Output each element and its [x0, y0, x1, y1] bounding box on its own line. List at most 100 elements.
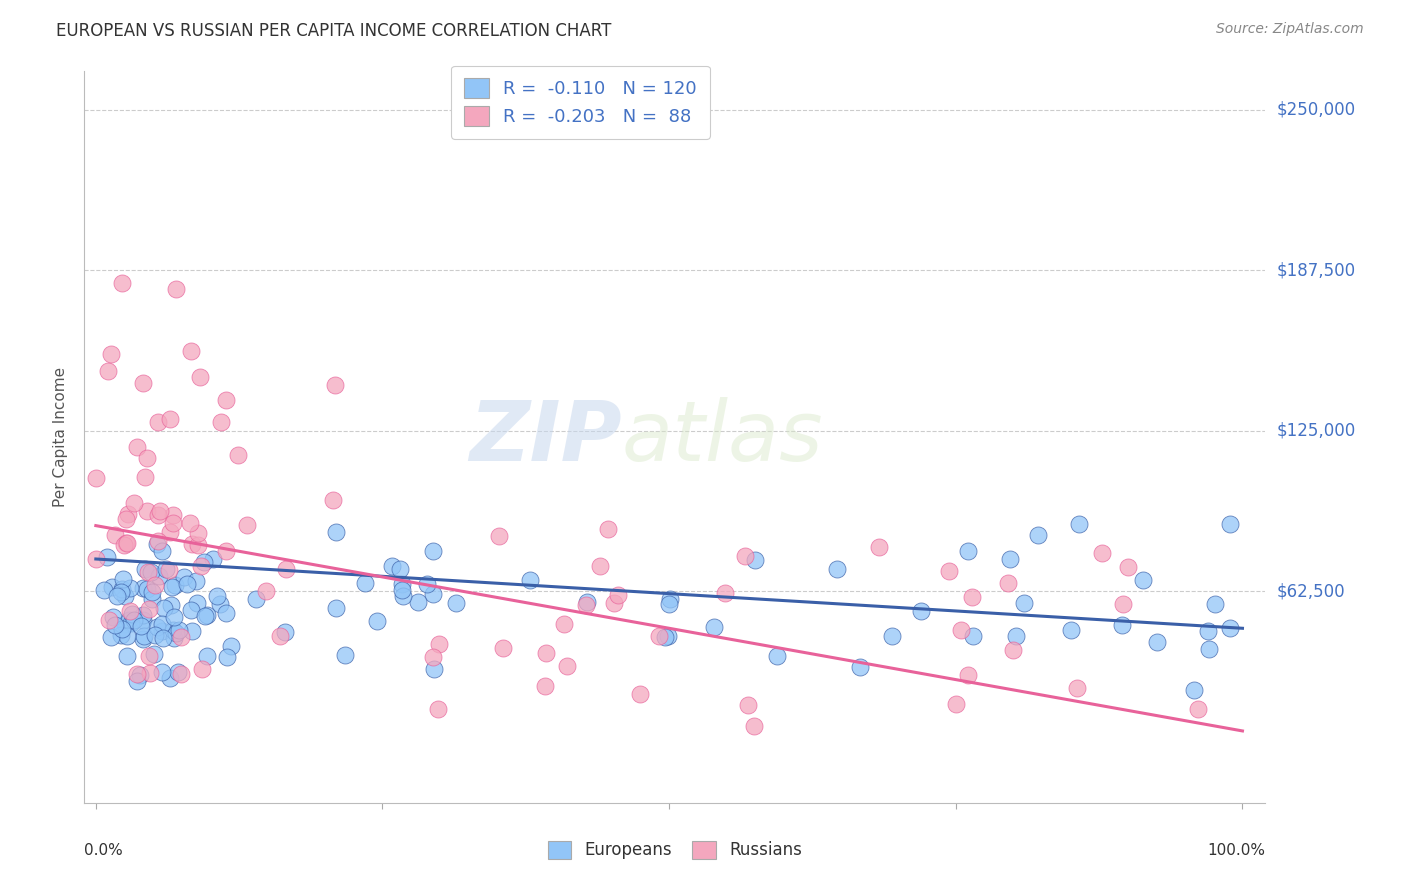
Point — [202, 552, 225, 566]
Point — [366, 614, 388, 628]
Point — [143, 577, 166, 591]
Point — [107, 589, 129, 603]
Point — [141, 592, 163, 607]
Point — [150, 665, 173, 679]
Point — [215, 543, 238, 558]
Point — [1132, 574, 1154, 588]
Point — [335, 648, 357, 662]
Text: 0.0%: 0.0% — [84, 843, 124, 858]
Point — [446, 596, 468, 610]
Point — [1118, 560, 1140, 574]
Point — [170, 667, 193, 681]
Point — [960, 591, 983, 605]
Point — [422, 650, 444, 665]
Point — [1012, 596, 1035, 610]
Point — [159, 524, 181, 539]
Point — [134, 470, 156, 484]
Point — [170, 630, 193, 644]
Point — [101, 609, 124, 624]
Point — [323, 378, 346, 392]
Point — [427, 637, 450, 651]
Point — [114, 512, 136, 526]
Point — [180, 344, 202, 359]
Point — [602, 596, 624, 610]
Point — [628, 687, 651, 701]
Point — [165, 625, 187, 640]
Point — [422, 587, 444, 601]
Point — [353, 575, 375, 590]
Point — [173, 570, 195, 584]
Point — [534, 647, 557, 661]
Point — [110, 585, 132, 599]
Point — [1204, 597, 1226, 611]
Text: Source: ZipAtlas.com: Source: ZipAtlas.com — [1216, 22, 1364, 37]
Point — [121, 607, 143, 621]
Y-axis label: Per Capita Income: Per Capita Income — [53, 367, 69, 508]
Point — [97, 613, 120, 627]
Point — [160, 599, 183, 613]
Point — [163, 610, 186, 624]
Point — [589, 559, 612, 574]
Point — [138, 602, 160, 616]
Point — [132, 632, 155, 646]
Point — [162, 508, 184, 523]
Point — [125, 667, 148, 681]
Point — [1002, 643, 1025, 657]
Point — [114, 616, 136, 631]
Point — [1112, 597, 1135, 611]
Point — [1182, 682, 1205, 697]
Point — [111, 276, 134, 290]
Point — [426, 702, 449, 716]
Point — [134, 562, 156, 576]
Point — [734, 549, 756, 563]
Point — [654, 630, 676, 644]
Text: $250,000: $250,000 — [1277, 101, 1355, 119]
Point — [122, 496, 145, 510]
Point — [120, 615, 142, 630]
Point — [163, 578, 186, 592]
Point — [124, 613, 146, 627]
Point — [115, 535, 138, 549]
Point — [949, 623, 972, 637]
Point — [191, 662, 214, 676]
Point — [606, 588, 628, 602]
Point — [155, 562, 177, 576]
Point — [1197, 624, 1219, 639]
Point — [1219, 622, 1241, 636]
Point — [245, 592, 267, 607]
Point — [138, 648, 160, 663]
Point — [1066, 681, 1088, 695]
Point — [737, 698, 759, 713]
Point — [97, 363, 120, 377]
Point — [118, 581, 141, 595]
Point — [207, 589, 229, 603]
Point — [180, 537, 202, 551]
Text: ZIP: ZIP — [470, 397, 621, 477]
Point — [1060, 624, 1083, 638]
Point — [1091, 546, 1114, 560]
Text: 100.0%: 100.0% — [1208, 843, 1265, 858]
Point — [1026, 527, 1049, 541]
Point — [276, 562, 298, 576]
Point — [136, 450, 159, 465]
Point — [181, 624, 204, 638]
Legend: Europeans, Russians: Europeans, Russians — [540, 832, 810, 868]
Point — [322, 493, 344, 508]
Point — [1187, 702, 1209, 716]
Point — [576, 595, 599, 609]
Point — [962, 629, 984, 643]
Point — [132, 628, 155, 642]
Point — [744, 552, 766, 566]
Point — [998, 552, 1021, 566]
Point — [117, 507, 139, 521]
Point — [648, 629, 671, 643]
Point — [534, 679, 557, 693]
Point — [162, 623, 184, 637]
Point — [111, 622, 134, 636]
Point — [882, 629, 904, 643]
Point — [86, 471, 108, 485]
Point — [142, 647, 165, 661]
Point — [146, 537, 169, 551]
Point — [187, 526, 209, 541]
Point — [195, 607, 218, 622]
